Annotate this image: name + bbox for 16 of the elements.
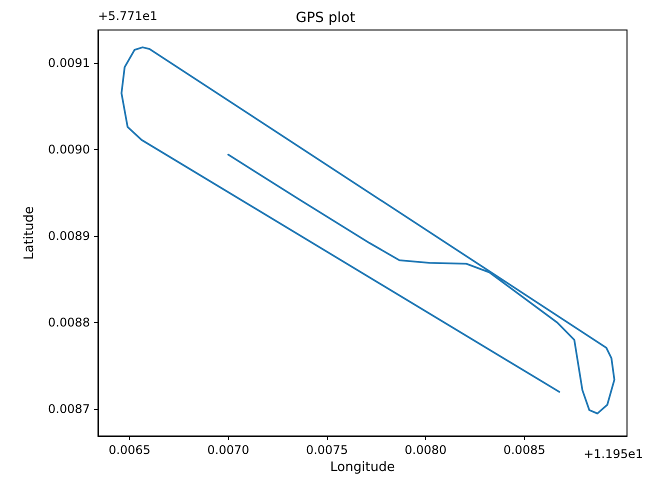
text: +1.195e1 — [584, 447, 644, 461]
y-axis-title: Latitude — [22, 206, 37, 260]
x-tick-label: 0.0085 — [503, 443, 546, 457]
y-tick-label: 0.0087 — [48, 402, 90, 416]
line-series — [120, 46, 616, 414]
y-tick-label: 0.0091 — [48, 56, 90, 70]
x-tick-label: 0.0075 — [306, 443, 348, 457]
y-tick-label: 0.0088 — [48, 316, 90, 330]
x-tick-label: 0.0065 — [108, 443, 151, 457]
y-tick-label: 0.0089 — [48, 229, 90, 244]
y-tick-label: 0.0090 — [48, 142, 90, 156]
chart-title: GPS plot — [296, 10, 356, 26]
x-axis-title: Longitude — [330, 460, 395, 475]
x-tick-label: 0.0080 — [404, 443, 447, 457]
x-tick-label: 0.0070 — [207, 443, 250, 457]
text: +5.771e1 — [98, 9, 158, 23]
